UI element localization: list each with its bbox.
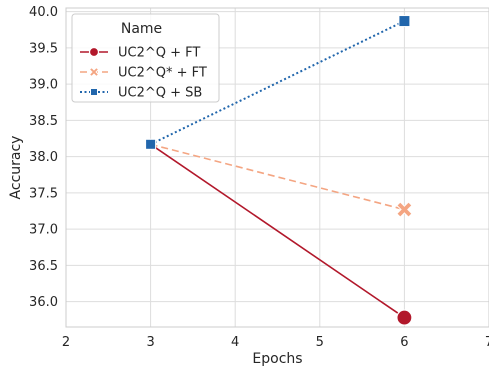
legend-label: UC2^Q + FT bbox=[118, 46, 200, 61]
series-line bbox=[150, 143, 405, 319]
ticks: 2 3 4 5 6 7 36.0 36.5 37.0 37.5 38.0 38.5 39.0 39.5 40… bbox=[29, 5, 489, 350]
legend-box bbox=[71, 13, 220, 103]
y-tick-label: 36.5 bbox=[29, 259, 58, 274]
x-tick-label: 5 bbox=[316, 335, 324, 350]
x-axis-label: Epochs bbox=[252, 351, 302, 367]
y-tick-label: 37.5 bbox=[29, 186, 58, 201]
legend-label: UC2^Q + SB bbox=[118, 86, 202, 101]
data-point-marker bbox=[398, 15, 411, 28]
x-tick-label: 7 bbox=[485, 335, 489, 350]
y-tick-label: 39.5 bbox=[29, 41, 58, 56]
legend-label: UC2^Q* + FT bbox=[118, 66, 207, 81]
legend-title: Name bbox=[121, 21, 162, 37]
y-tick-label: 38.5 bbox=[29, 114, 58, 129]
legend-swatch-marker bbox=[90, 88, 98, 96]
x-tick-label: 6 bbox=[400, 335, 408, 350]
legend-swatch-marker bbox=[88, 66, 100, 78]
series-line bbox=[150, 20, 405, 146]
y-tick-label: 37.0 bbox=[29, 223, 58, 238]
plot-frame bbox=[65, 7, 489, 328]
y-axis-label: Accuracy bbox=[8, 136, 24, 200]
series-line bbox=[150, 143, 405, 211]
y-tick-label: 39.0 bbox=[29, 78, 58, 93]
data-point-marker bbox=[396, 309, 413, 326]
y-tick-label: 36.0 bbox=[29, 295, 58, 310]
x-tick-label: 2 bbox=[62, 335, 70, 350]
y-tick-label: 40.0 bbox=[29, 5, 58, 20]
data-point-marker bbox=[396, 201, 413, 218]
data-point-marker bbox=[145, 138, 157, 150]
x-tick-label: 4 bbox=[231, 335, 239, 350]
series-group bbox=[144, 15, 413, 326]
legend-swatch-marker bbox=[88, 46, 100, 58]
x-tick-label: 3 bbox=[146, 335, 154, 350]
y-tick-label: 38.0 bbox=[29, 150, 58, 165]
legend: Name UC2^Q + FT UC2^Q* + FT UC2^Q + SB bbox=[71, 13, 220, 103]
